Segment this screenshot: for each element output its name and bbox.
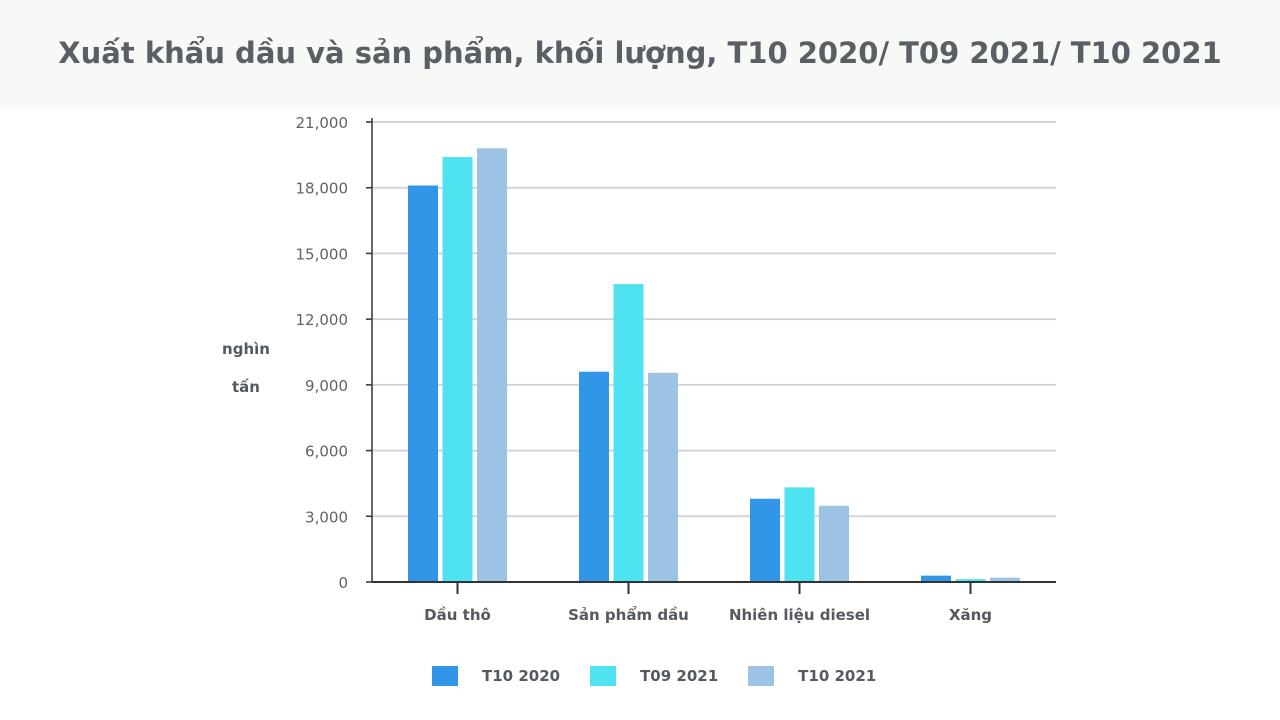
legend-swatch-t09-2021 [590, 666, 617, 686]
x-tick-label: Nhiên liệu diesel [729, 606, 870, 624]
legend-item-t09-2021: T09 2021 [590, 666, 718, 686]
y-tick-label: 12,000 [296, 311, 349, 329]
y-axis-label: nghìn tấn [222, 340, 270, 396]
bar [442, 157, 473, 583]
bar [955, 579, 986, 582]
bar [408, 185, 438, 582]
y-tick-label: 9,000 [305, 377, 348, 395]
y-tick-label: 21,000 [296, 114, 349, 132]
x-tick-label: Xăng [949, 606, 992, 624]
bar [819, 505, 849, 582]
legend: T10 2020 T09 2021 T10 2021 [432, 662, 906, 690]
bar [990, 577, 1020, 582]
bar [921, 575, 951, 582]
bar [477, 148, 507, 583]
legend-label: T10 2021 [798, 667, 877, 685]
legend-swatch-t10-2020 [432, 666, 458, 686]
x-tick-label: Dầu thô [424, 606, 491, 624]
legend-label: T10 2020 [482, 667, 561, 685]
y-tick-label: 6,000 [305, 443, 348, 461]
chart-title: Xuất khẩu dầu và sản phẩm, khối lượng, T… [58, 36, 1222, 70]
bar [648, 372, 678, 582]
y-tick-label: 0 [338, 574, 348, 592]
bar [750, 498, 780, 582]
title-band [0, 0, 1280, 108]
x-tick-label: Sản phẩm dầu [568, 605, 689, 624]
legend-item-t10-2021: T10 2021 [748, 666, 876, 686]
y-tick-label: 15,000 [296, 245, 349, 263]
legend-item-t10-2020: T10 2020 [432, 666, 560, 686]
legend-swatch-t10-2021 [748, 666, 775, 686]
bar [784, 487, 815, 582]
bar [613, 284, 644, 582]
y-tick-label: 3,000 [305, 508, 348, 526]
bar [579, 371, 609, 582]
y-tick-label: 18,000 [296, 180, 349, 198]
legend-label: T09 2021 [640, 667, 719, 685]
